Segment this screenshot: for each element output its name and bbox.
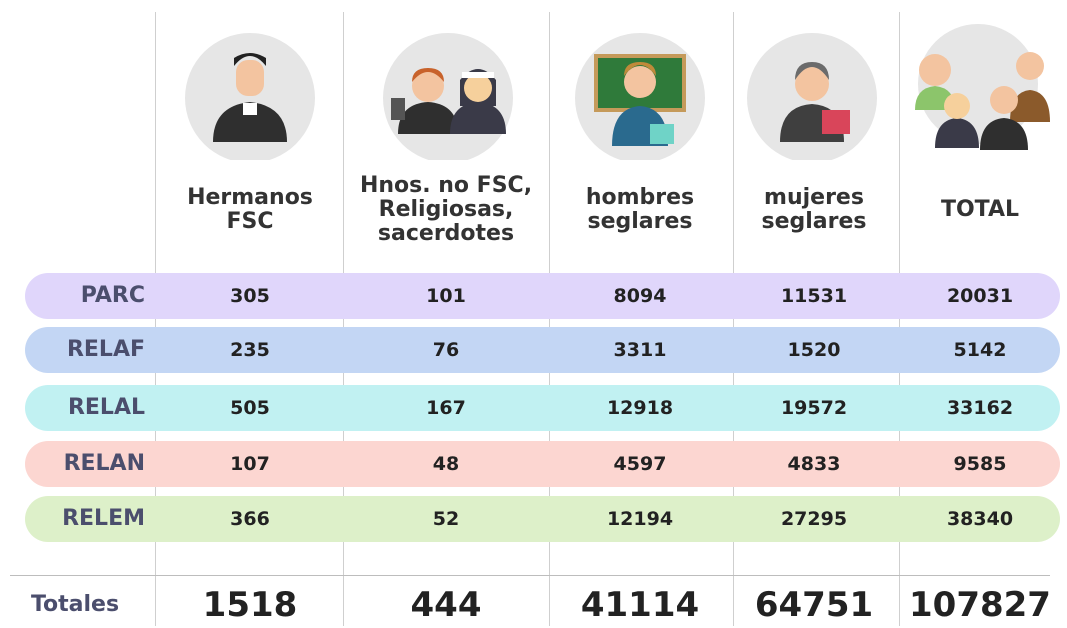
- cell-value: 12194: [550, 496, 730, 542]
- page: (() => { const data = JSON.parse(documen…: [0, 0, 1067, 626]
- header-line: Hermanos: [187, 186, 313, 210]
- icon-brother: [185, 33, 315, 160]
- cell-value: 305: [160, 273, 340, 319]
- totals-label: Totales: [10, 582, 140, 628]
- cell-value: 76: [356, 327, 536, 373]
- cell-value: 235: [160, 327, 340, 373]
- header-line: seglares: [587, 210, 692, 234]
- header-line: FSC: [226, 210, 273, 234]
- column-header: Hnos. no FSC,Religiosas,sacerdotes: [356, 160, 536, 260]
- row-label: RELAN: [20, 441, 145, 487]
- cell-value: 366: [160, 496, 340, 542]
- column-header: TOTAL: [890, 160, 1067, 260]
- totals-divider: [10, 575, 1050, 576]
- cell-value: 52: [356, 496, 536, 542]
- icon-total: [915, 24, 1050, 150]
- cell-value: 48: [356, 441, 536, 487]
- icon-laymen: [575, 33, 705, 160]
- row-label: RELAF: [20, 327, 145, 373]
- cell-value: 38340: [890, 496, 1067, 542]
- icon-religious: [383, 33, 513, 160]
- header-line: Hnos. no FSC,: [360, 174, 532, 198]
- header-line: Religiosas,: [379, 198, 514, 222]
- header-line: seglares: [761, 210, 866, 234]
- icons: [0, 0, 1067, 160]
- row-label: RELAL: [20, 385, 145, 431]
- cell-value: 4597: [550, 441, 730, 487]
- header-line: TOTAL: [941, 198, 1019, 222]
- icon-laywomen: [747, 33, 877, 160]
- cell-value: 1520: [724, 327, 904, 373]
- cell-value: 8094: [550, 273, 730, 319]
- cell-value: 27295: [724, 496, 904, 542]
- row-label: PARC: [20, 273, 145, 319]
- cell-value: 19572: [724, 385, 904, 431]
- total-value: 107827: [885, 582, 1067, 628]
- cell-value: 11531: [724, 273, 904, 319]
- cell-value: 9585: [890, 441, 1067, 487]
- cell-value: 33162: [890, 385, 1067, 431]
- row-label: RELEM: [20, 496, 145, 542]
- cell-value: 20031: [890, 273, 1067, 319]
- total-value: 41114: [545, 582, 735, 628]
- total-value: 64751: [719, 582, 909, 628]
- header-line: hombres: [586, 186, 694, 210]
- cell-value: 101: [356, 273, 536, 319]
- cell-value: 3311: [550, 327, 730, 373]
- total-value: 1518: [155, 582, 345, 628]
- cell-value: 5142: [890, 327, 1067, 373]
- cell-value: 4833: [724, 441, 904, 487]
- cell-value: 107: [160, 441, 340, 487]
- header-line: mujeres: [764, 186, 864, 210]
- total-value: 444: [351, 582, 541, 628]
- cell-value: 505: [160, 385, 340, 431]
- header-line: sacerdotes: [378, 222, 514, 246]
- cell-value: 12918: [550, 385, 730, 431]
- cell-value: 167: [356, 385, 536, 431]
